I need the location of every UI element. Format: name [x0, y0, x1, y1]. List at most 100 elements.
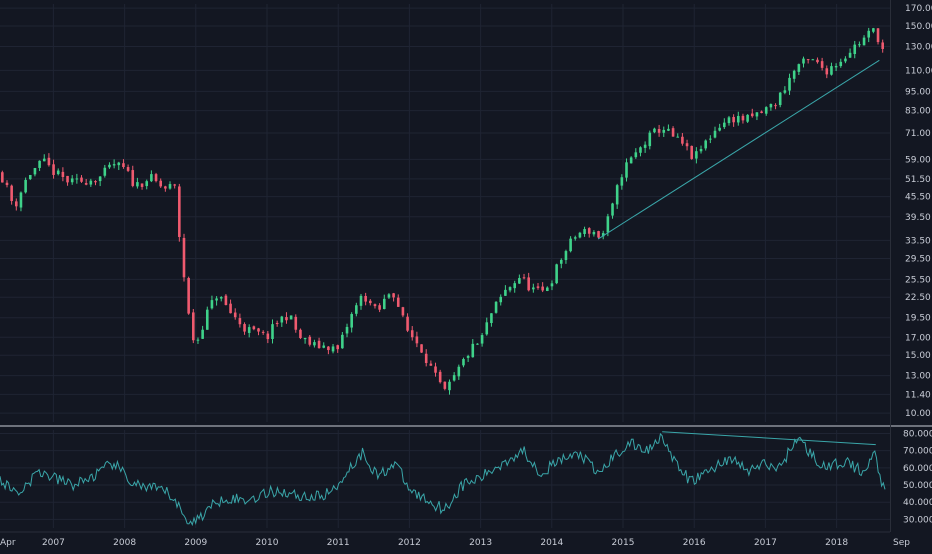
- candle[interactable]: [336, 344, 340, 353]
- candle[interactable]: [215, 296, 218, 306]
- candle[interactable]: [508, 286, 512, 293]
- candle[interactable]: [359, 293, 363, 310]
- candle[interactable]: [289, 315, 293, 320]
- candle[interactable]: [681, 133, 684, 146]
- candle[interactable]: [806, 59, 810, 64]
- candle[interactable]: [452, 372, 456, 382]
- candle[interactable]: [434, 362, 437, 377]
- candle[interactable]: [285, 312, 288, 324]
- candle[interactable]: [783, 86, 787, 95]
- candle[interactable]: [699, 145, 703, 154]
- candle[interactable]: [527, 272, 530, 292]
- candle[interactable]: [266, 330, 270, 344]
- candle[interactable]: [872, 27, 875, 34]
- candle[interactable]: [52, 159, 55, 179]
- candle[interactable]: [578, 231, 582, 239]
- candle[interactable]: [224, 294, 228, 306]
- candle[interactable]: [42, 154, 46, 162]
- candle[interactable]: [308, 335, 312, 347]
- candle[interactable]: [764, 106, 768, 116]
- candle[interactable]: [84, 178, 88, 186]
- candle[interactable]: [746, 114, 749, 123]
- candle[interactable]: [112, 159, 116, 169]
- candle[interactable]: [252, 325, 256, 331]
- candle[interactable]: [5, 180, 9, 188]
- candle[interactable]: [559, 258, 563, 269]
- candle[interactable]: [825, 65, 829, 79]
- candle[interactable]: [709, 135, 712, 144]
- rsi-line[interactable]: [0, 432, 886, 527]
- candle[interactable]: [61, 167, 65, 182]
- candle[interactable]: [182, 233, 186, 282]
- candle[interactable]: [727, 115, 731, 126]
- candle[interactable]: [555, 263, 558, 285]
- candle[interactable]: [438, 369, 442, 384]
- price-pane[interactable]: [1, 27, 884, 395]
- candle[interactable]: [639, 146, 642, 157]
- candle[interactable]: [233, 308, 237, 320]
- candle[interactable]: [848, 48, 852, 58]
- candle[interactable]: [592, 230, 596, 237]
- candle[interactable]: [811, 58, 815, 61]
- candle[interactable]: [131, 165, 135, 188]
- candle[interactable]: [313, 339, 316, 348]
- candle[interactable]: [150, 170, 153, 183]
- candle[interactable]: [410, 326, 414, 341]
- candle[interactable]: [229, 299, 232, 314]
- candle[interactable]: [108, 162, 111, 169]
- candle[interactable]: [485, 317, 489, 336]
- candle[interactable]: [448, 379, 451, 395]
- candle[interactable]: [480, 332, 484, 347]
- candle[interactable]: [597, 230, 600, 239]
- candle[interactable]: [853, 40, 857, 59]
- candle[interactable]: [66, 175, 69, 186]
- candle[interactable]: [667, 124, 670, 132]
- candle[interactable]: [317, 337, 321, 349]
- candle[interactable]: [443, 381, 447, 391]
- candle[interactable]: [778, 91, 782, 108]
- candle[interactable]: [536, 282, 540, 290]
- candle[interactable]: [406, 313, 409, 333]
- candle[interactable]: [541, 282, 544, 293]
- candle[interactable]: [178, 183, 181, 242]
- candle[interactable]: [518, 274, 521, 284]
- candle[interactable]: [797, 63, 801, 75]
- candle[interactable]: [844, 56, 847, 64]
- candle[interactable]: [126, 164, 130, 173]
- candle[interactable]: [504, 285, 507, 296]
- candle[interactable]: [513, 280, 517, 293]
- candle[interactable]: [429, 360, 433, 366]
- candle[interactable]: [490, 313, 493, 327]
- candle[interactable]: [378, 303, 381, 313]
- candle[interactable]: [159, 178, 163, 188]
- candle[interactable]: [89, 178, 93, 187]
- candle[interactable]: [322, 342, 326, 349]
- candle[interactable]: [219, 296, 223, 302]
- candle[interactable]: [94, 180, 97, 186]
- candle[interactable]: [755, 112, 759, 121]
- candle[interactable]: [424, 349, 428, 367]
- candle[interactable]: [750, 108, 754, 118]
- candle[interactable]: [19, 191, 23, 212]
- candle[interactable]: [56, 168, 60, 176]
- candle[interactable]: [573, 235, 577, 241]
- candle[interactable]: [341, 332, 344, 349]
- candle[interactable]: [271, 319, 274, 344]
- candle[interactable]: [867, 27, 871, 43]
- candle[interactable]: [187, 276, 190, 315]
- candle[interactable]: [662, 126, 666, 137]
- candle[interactable]: [38, 160, 41, 172]
- candle[interactable]: [154, 172, 158, 183]
- candle[interactable]: [723, 118, 726, 129]
- candle[interactable]: [788, 73, 791, 95]
- candle[interactable]: [704, 139, 707, 151]
- candle[interactable]: [625, 158, 628, 182]
- candle[interactable]: [373, 303, 377, 309]
- candle[interactable]: [858, 41, 861, 48]
- candle[interactable]: [774, 103, 777, 110]
- candle[interactable]: [657, 124, 661, 137]
- candle[interactable]: [10, 184, 13, 205]
- candle[interactable]: [653, 127, 656, 134]
